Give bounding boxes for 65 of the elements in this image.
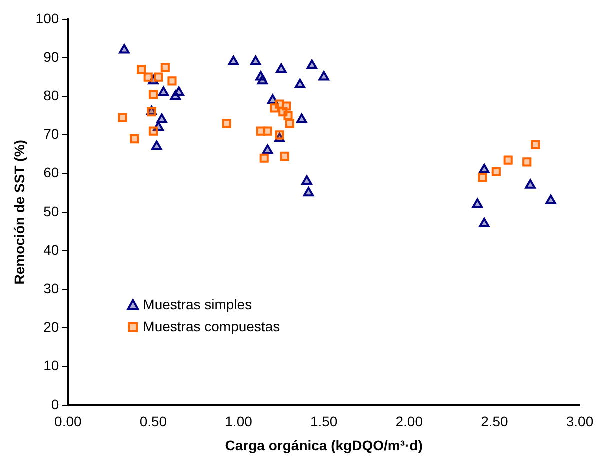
x-tick-label: 1.50 <box>310 414 338 430</box>
point <box>479 218 490 228</box>
y-tick-label: 10 <box>44 358 60 374</box>
x-tick-label: 0.50 <box>140 414 168 430</box>
point <box>228 56 239 66</box>
point <box>168 76 177 86</box>
point <box>262 144 274 154</box>
point <box>222 119 232 128</box>
point <box>285 119 294 128</box>
y-tick-label: 30 <box>44 280 60 296</box>
point <box>294 79 306 89</box>
point <box>260 154 269 163</box>
point <box>306 60 318 70</box>
y-tick-label: 100 <box>36 10 60 26</box>
x-tick-label: 3.00 <box>566 414 594 430</box>
point <box>522 158 532 167</box>
point <box>302 176 312 186</box>
point <box>546 194 556 204</box>
point <box>296 114 308 124</box>
point <box>152 140 162 150</box>
y-axis-title: Remoción de SST (%) <box>11 140 28 285</box>
point <box>282 102 292 111</box>
y-tick-label: 50 <box>44 203 60 220</box>
point <box>275 130 284 140</box>
point <box>318 71 330 81</box>
y-tick-label: 20 <box>44 319 60 336</box>
point <box>148 90 158 100</box>
y-tick-label: 90 <box>44 48 60 65</box>
point <box>504 156 513 165</box>
point <box>280 152 290 161</box>
point <box>478 173 488 182</box>
point <box>257 75 268 85</box>
point <box>492 167 501 176</box>
point <box>531 140 540 150</box>
x-tick-label: 1.00 <box>225 414 253 430</box>
point <box>158 86 170 96</box>
x-tick-label: 2.00 <box>396 414 424 430</box>
point <box>276 64 287 74</box>
point <box>119 44 130 54</box>
legend-label: Muestras compuestas <box>143 318 280 334</box>
point <box>156 114 168 124</box>
point <box>148 126 158 136</box>
point <box>160 63 170 72</box>
x-tick-label: 2.50 <box>481 414 509 430</box>
x-tick-label: 0.00 <box>54 414 82 430</box>
y-tick-label: 0 <box>51 396 60 412</box>
point <box>303 187 314 197</box>
point <box>118 113 128 122</box>
y-tick-label: 60 <box>44 164 60 181</box>
point <box>136 65 146 74</box>
point <box>479 164 490 174</box>
point <box>472 198 483 208</box>
point <box>284 111 293 120</box>
point <box>525 179 536 189</box>
y-tick-label: 40 <box>44 242 60 258</box>
y-tick-label: 70 <box>44 126 60 142</box>
legend-label: Muestras simples <box>143 296 252 312</box>
point <box>130 134 140 144</box>
point <box>144 72 153 82</box>
point <box>250 56 262 66</box>
point <box>154 72 164 82</box>
y-tick-label: 80 <box>44 87 60 104</box>
x-axis-title: Carga orgánica (kgDQO/m³·d) <box>225 437 423 454</box>
point <box>174 86 184 96</box>
point <box>263 126 272 136</box>
